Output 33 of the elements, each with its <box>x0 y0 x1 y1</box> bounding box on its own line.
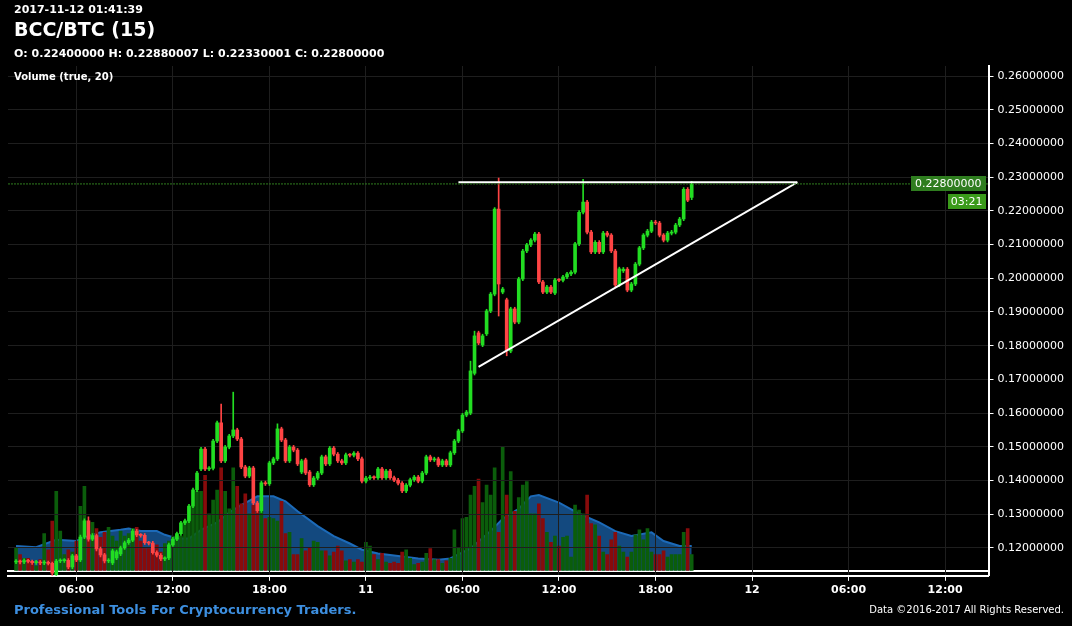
x-tick-label: 12:00 <box>927 583 963 597</box>
annotation: 03:21 <box>947 193 986 209</box>
y-tick-label: 0.18000000 <box>997 338 1064 352</box>
y-tick-label: 0.17000000 <box>997 372 1064 386</box>
ref-line-label: 0.22800000 <box>911 175 986 191</box>
text: Professional Tools For Cryptocurrency Traders. <box>14 602 357 617</box>
y-tick-label: 0.21000000 <box>997 237 1064 251</box>
x-tick-label: 12:00 <box>541 583 577 597</box>
x-tick-label: 06:00 <box>444 583 481 597</box>
y-tick-label: 0.20000000 <box>997 271 1064 285</box>
y-tick-label: 0.16000000 <box>997 405 1064 419</box>
x-tick-label: 18:00 <box>251 583 288 597</box>
x-tick-label: 18:00 <box>638 583 674 597</box>
chart-title: BCC/BTC (15) <box>14 18 156 40</box>
x-tick-label: 11 <box>358 583 374 597</box>
y-tick-label: 0.26000000 <box>997 68 1064 82</box>
x-tick-label: 06:00 <box>58 583 95 597</box>
y-tick-label: 0.22000000 <box>997 203 1064 217</box>
y-tick-label: 0.12000000 <box>997 540 1064 554</box>
text: O: 0.22400000 H: 0.22880007 L: 0.22330001 C: 0.22800000 <box>14 47 385 60</box>
y-tick-label: 0.23000000 <box>997 170 1064 184</box>
y-tick-label: 0.25000000 <box>997 102 1064 116</box>
annotation: Volume (true, 20) <box>14 71 114 82</box>
y-tick-label: 0.13000000 <box>997 507 1064 520</box>
x-tick-label: 12 <box>744 583 760 597</box>
y-tick-label: 0.24000000 <box>997 136 1064 150</box>
x-tick-label: 12:00 <box>155 583 191 597</box>
text: Data ©2016-2017 All Rights Reserved. <box>869 604 1064 615</box>
x-tick-label: 06:00 <box>831 583 867 597</box>
y-tick-label: 0.19000000 <box>997 304 1064 318</box>
chart-subtitle: 2017-11-12 01:41:39 <box>14 3 143 16</box>
y-tick-label: 0.15000000 <box>997 439 1064 453</box>
y-tick-label: 0.14000000 <box>997 473 1064 487</box>
